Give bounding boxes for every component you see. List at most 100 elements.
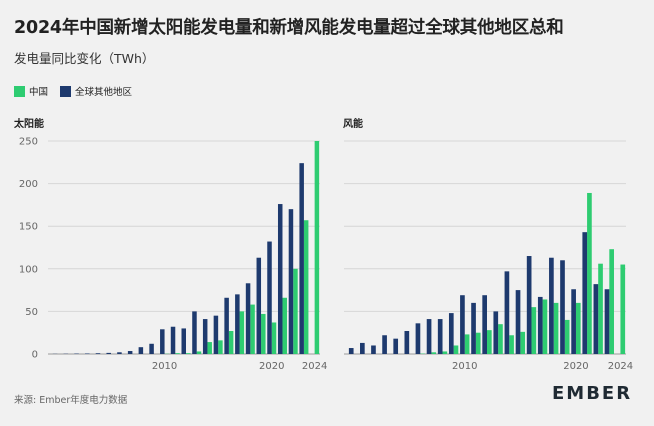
wind-bar-rest-of-world-2021	[582, 232, 588, 354]
wind-bar-china-2011	[475, 332, 481, 354]
solar-bar-china-2019	[261, 313, 266, 354]
wind-bar-rest-of-world-2016	[526, 256, 532, 354]
wind-bar-rest-of-world-2020	[571, 289, 576, 354]
legend-item-rest-of-world: 全球其他地区	[60, 84, 132, 98]
chart-subtitle: 发电量同比变化（TWh）	[14, 51, 155, 66]
ember-logo: EMBER	[552, 383, 633, 404]
wind-bar-china-2024	[620, 264, 626, 354]
solar-bar-rest-of-world-2012	[181, 328, 186, 354]
wind-bar-rest-of-world-2011	[471, 302, 476, 354]
solar-bar-rest-of-world-2008	[138, 347, 144, 354]
wind-bar-rest-of-world-2003	[382, 335, 387, 354]
wind-bar-china-2023	[609, 249, 614, 354]
wind-bar-rest-of-world-2001	[360, 342, 365, 354]
solar-bar-china-2018	[250, 304, 255, 354]
source-note: 来源: Ember年度电力数据	[14, 395, 128, 406]
wind-bar-china-2017	[542, 299, 548, 354]
solar-bar-china-2020	[271, 322, 277, 354]
legend-swatch-china	[14, 85, 25, 97]
wind-bar-china-2008	[442, 351, 448, 354]
solar-bar-rest-of-world-2010	[160, 329, 165, 354]
solar-ytick-label: 200	[19, 179, 38, 190]
solar-bar-china-2016	[228, 330, 234, 354]
wind-bar-rest-of-world-2017	[537, 296, 543, 354]
wind-bar-china-2014	[509, 335, 514, 354]
solar-bar-rest-of-world-2022	[288, 209, 294, 354]
solar-bar-rest-of-world-2016	[224, 297, 229, 354]
solar-bar-china-2024	[314, 141, 320, 354]
wind-bar-rest-of-world-2014	[504, 271, 510, 354]
wind-bar-rest-of-world-2015	[515, 290, 521, 354]
solar-ytick-label: 0	[32, 350, 38, 361]
solar-ytick-label: 250	[19, 137, 38, 148]
wind-bar-china-2010	[464, 334, 470, 354]
solar-bar-rest-of-world-2020	[267, 241, 272, 354]
wind-bar-china-2021	[587, 192, 592, 354]
wind-bar-rest-of-world-2009	[448, 313, 454, 354]
solar-bar-china-2022	[293, 268, 298, 354]
solar-bar-rest-of-world-2015	[213, 315, 219, 354]
wind-bar-china-2015	[520, 331, 526, 354]
wind-bar-china-2019	[564, 319, 570, 354]
solar-bar-rest-of-world-2021	[277, 204, 283, 354]
wind-xtick-label: 2020	[563, 361, 588, 372]
legend-label-china: 中国	[29, 87, 49, 98]
wind-bar-rest-of-world-2000	[348, 348, 354, 354]
wind-bar-rest-of-world-2019	[560, 260, 565, 354]
legend-item-china: 中国	[14, 84, 48, 98]
solar-bar-rest-of-world-2019	[256, 257, 262, 354]
solar-xtick-label: 2024	[302, 361, 327, 372]
solar-bar-china-2013	[196, 351, 202, 354]
wind-bar-china-2016	[531, 307, 537, 354]
solar-bar-rest-of-world-2005	[106, 352, 111, 354]
solar-bar-rest-of-world-2003	[85, 353, 90, 354]
wind-bar-china-2012	[487, 330, 492, 354]
wind-bar-rest-of-world-2022	[593, 284, 599, 354]
solar-bar-china-2015	[218, 340, 223, 354]
solar-panel-title: 太阳能	[14, 119, 44, 130]
wind-bar-rest-of-world-2004	[393, 338, 399, 354]
solar-bar-rest-of-world-2017	[235, 294, 240, 354]
wind-panel-title: 风能	[343, 119, 363, 130]
solar-bar-rest-of-world-2007	[127, 351, 133, 354]
wind-bar-rest-of-world-2013	[493, 311, 499, 354]
solar-bar-rest-of-world-2011	[170, 326, 176, 354]
wind-bar-rest-of-world-2008	[437, 319, 443, 354]
solar-bar-rest-of-world-2018	[245, 283, 251, 354]
solar-bar-china-2012	[186, 353, 191, 354]
wind-bar-rest-of-world-2010	[460, 295, 465, 354]
legend-label-rest-of-world: 全球其他地区	[75, 87, 133, 98]
solar-bar-rest-of-world-2014	[202, 319, 208, 354]
solar-bar-china-2014	[207, 342, 212, 354]
wind-bar-rest-of-world-2006	[415, 323, 421, 354]
solar-bar-rest-of-world-2023	[299, 163, 304, 354]
solar-ytick-label: 50	[25, 307, 38, 318]
wind-xtick-label: 2024	[608, 361, 633, 372]
solar-xtick-label: 2010	[152, 361, 177, 372]
solar-ytick-label: 100	[19, 264, 38, 275]
wind-bar-china-2020	[575, 302, 581, 354]
wind-bar-china-2007	[431, 352, 437, 354]
solar-bar-rest-of-world-2013	[192, 311, 197, 354]
legend: 中国 全球其他地区	[14, 84, 132, 98]
solar-xtick-label: 2020	[259, 361, 284, 372]
chart-title: 2024年中国新增太阳能发电量和新增风能发电量超过全球其他地区总和	[14, 18, 564, 38]
wind-bar-rest-of-world-2023	[604, 289, 610, 354]
solar-bar-china-2017	[239, 311, 245, 354]
wind-bar-china-2018	[553, 302, 559, 354]
solar-bar-china-2023	[303, 220, 309, 354]
solar-bar-rest-of-world-2004	[95, 353, 101, 354]
solar-bar-china-2011	[175, 353, 180, 354]
solar-bar-china-2021	[282, 297, 287, 354]
legend-swatch-rest-of-world	[60, 85, 72, 97]
wind-bar-china-2013	[498, 324, 503, 354]
solar-bar-rest-of-world-2009	[149, 343, 154, 354]
wind-bar-rest-of-world-2002	[371, 345, 376, 354]
solar-ytick-label: 150	[19, 222, 38, 233]
wind-bar-china-2009	[453, 345, 459, 354]
wind-bar-china-2022	[598, 263, 603, 354]
wind-bar-rest-of-world-2007	[426, 319, 432, 354]
solar-bar-rest-of-world-2006	[117, 352, 122, 354]
wind-xtick-label: 2010	[452, 361, 477, 372]
